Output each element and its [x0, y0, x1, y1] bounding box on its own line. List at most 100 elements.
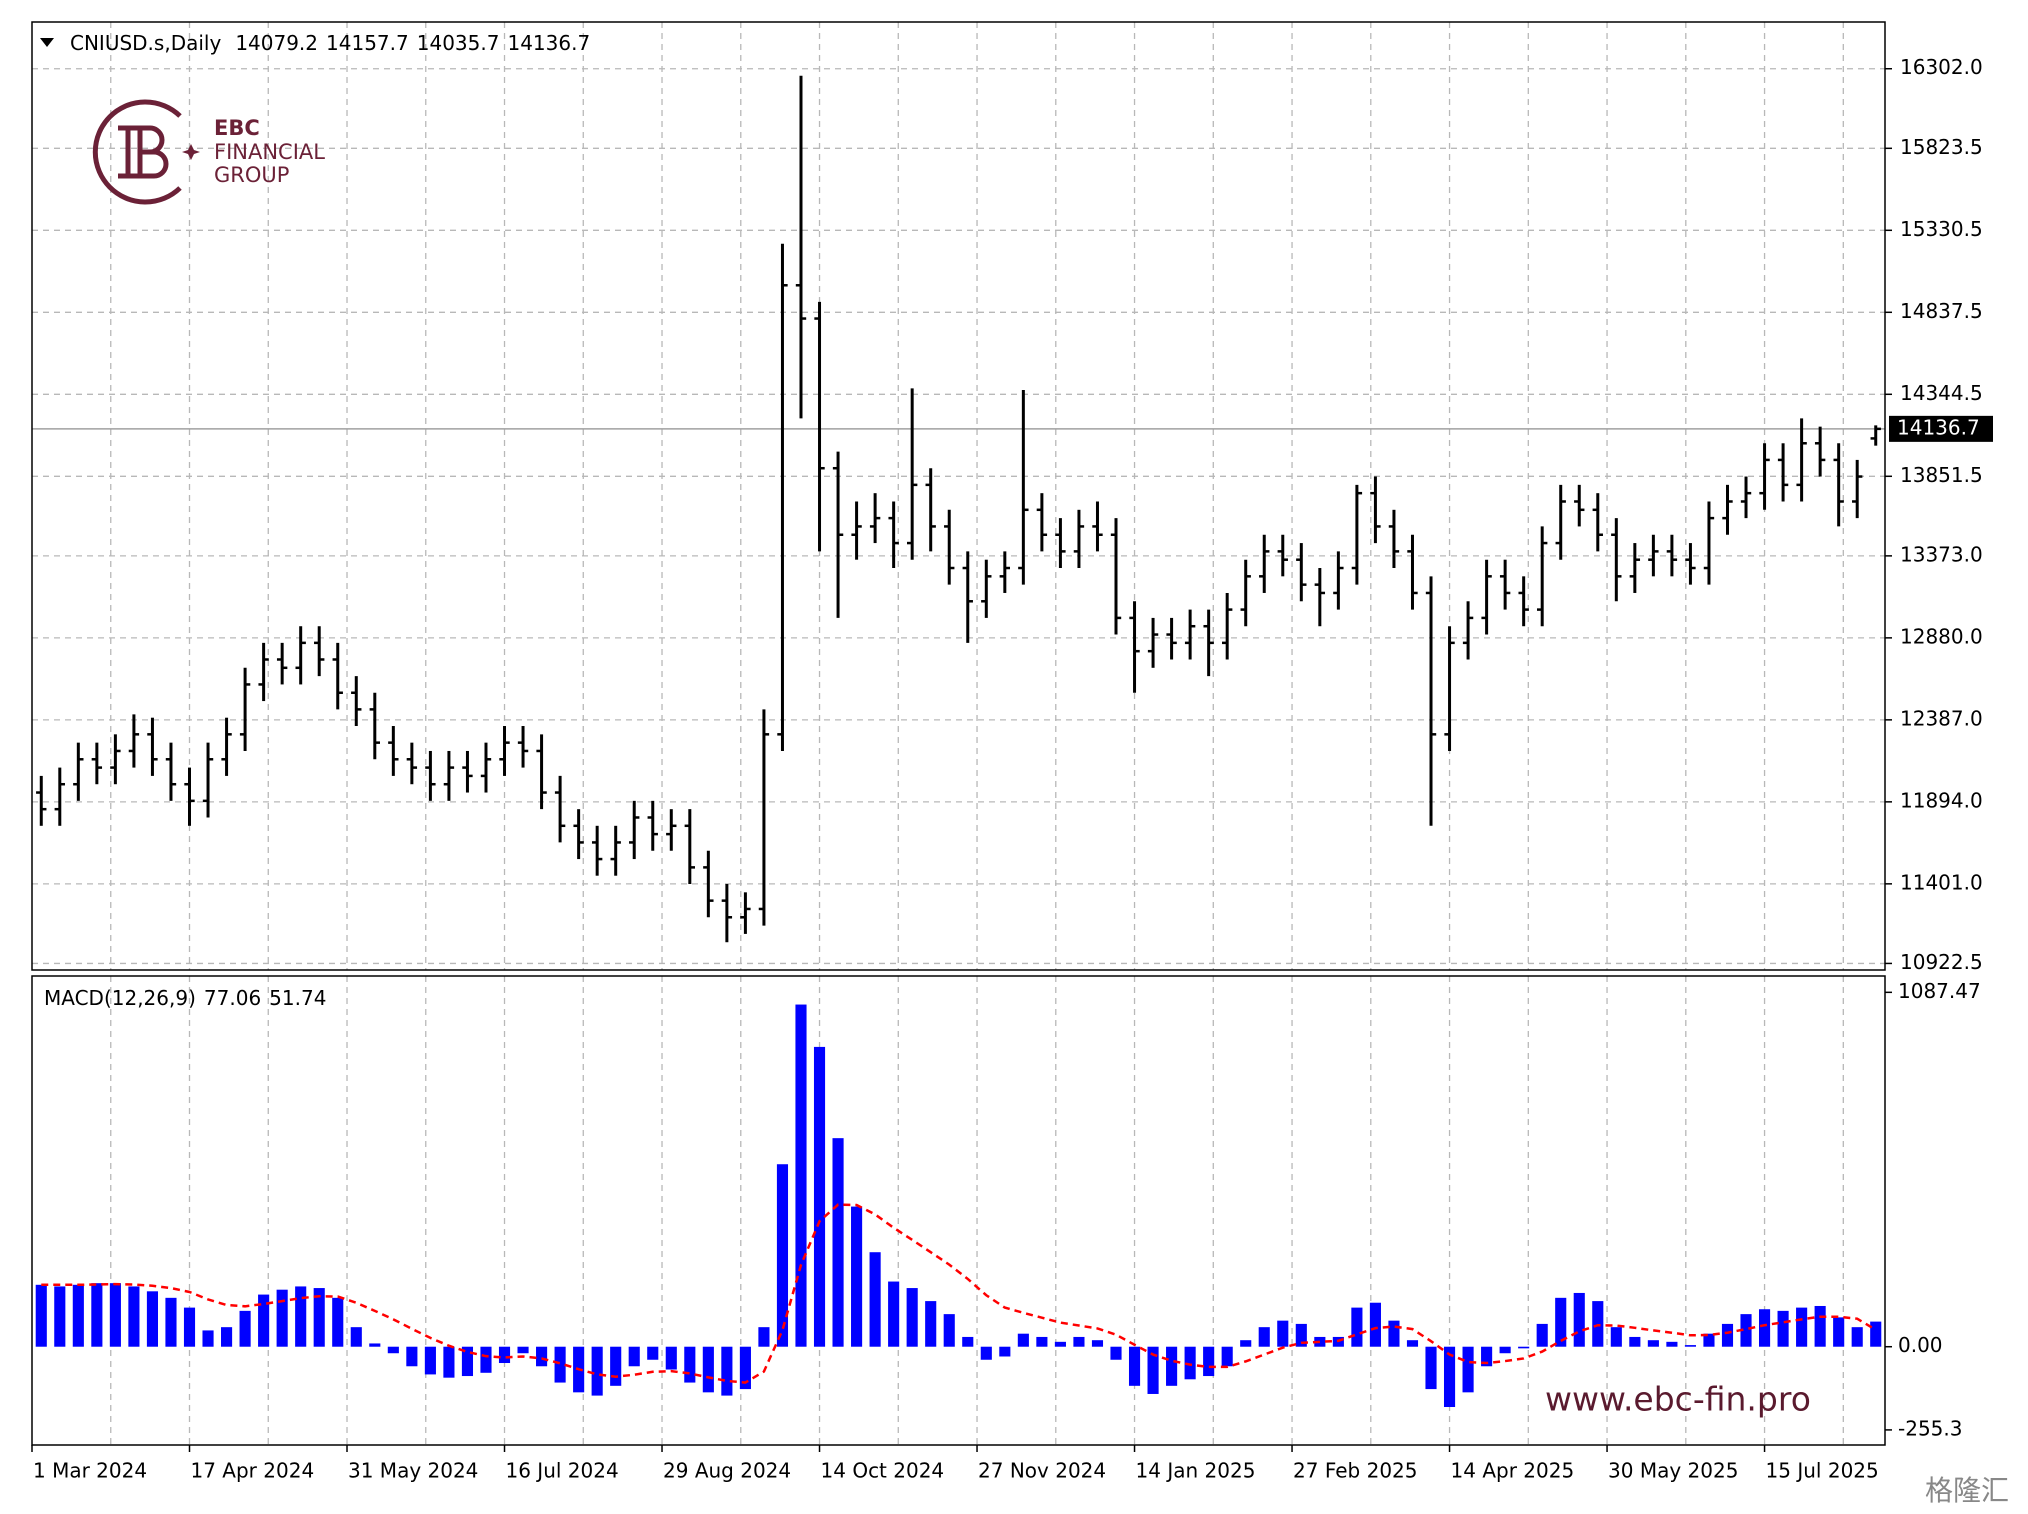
histogram-bar	[554, 1346, 566, 1383]
x-tick-label: 29 Aug 2024	[663, 1459, 791, 1483]
histogram-bar	[221, 1327, 233, 1347]
histogram-bar	[146, 1291, 159, 1347]
price-pane	[31, 21, 1886, 971]
histogram-bar	[1203, 1346, 1215, 1377]
y-tick-label: 0.00	[1898, 1333, 1943, 1357]
histogram-bar	[795, 1004, 807, 1347]
histogram-bar	[591, 1346, 603, 1396]
x-tick-label: 30 May 2025	[1608, 1459, 1738, 1483]
logo-text: GROUP	[214, 163, 289, 187]
x-tick-label: 27 Feb 2025	[1293, 1459, 1417, 1483]
histogram-bar	[1814, 1305, 1826, 1347]
histogram-bar	[684, 1346, 696, 1383]
histogram-bar	[1425, 1346, 1437, 1390]
histogram-bar	[1796, 1307, 1808, 1347]
histogram-bar	[1703, 1333, 1715, 1347]
histogram-bar	[387, 1346, 399, 1354]
histogram-bar	[1684, 1345, 1696, 1347]
histogram-bar	[906, 1288, 918, 1347]
histogram-bar	[702, 1346, 714, 1393]
histogram-bar	[1295, 1323, 1307, 1347]
histogram-bar	[1369, 1302, 1381, 1347]
histogram-bar	[54, 1286, 66, 1347]
histogram-bar	[1128, 1346, 1141, 1386]
histogram-bar	[813, 1046, 826, 1347]
histogram-bar	[369, 1343, 381, 1347]
histogram-bar	[35, 1284, 47, 1347]
histogram-bar	[610, 1346, 622, 1386]
histogram-bar	[1147, 1346, 1159, 1394]
histogram-bar	[776, 1164, 789, 1347]
histogram-bar	[888, 1281, 900, 1347]
histogram-bar	[1758, 1309, 1771, 1347]
histogram-bar	[1647, 1340, 1659, 1347]
logo-mark	[118, 125, 169, 179]
histogram-bar	[1036, 1336, 1048, 1347]
histogram-bar	[1592, 1301, 1604, 1347]
histogram-bar	[1166, 1346, 1178, 1386]
histogram-bar	[1573, 1292, 1585, 1347]
histogram-bar	[1833, 1317, 1845, 1347]
histogram-bar	[424, 1346, 436, 1375]
logo-text: EBC	[214, 116, 260, 140]
histogram-bar	[1221, 1346, 1233, 1367]
logo: EBC FINANCIAL GROUP	[92, 99, 325, 205]
x-tick-label: 14 Oct 2024	[821, 1459, 945, 1483]
y-tick-label: 13373.0	[1900, 542, 1983, 566]
histogram-bar	[202, 1330, 214, 1347]
histogram-bar	[1481, 1346, 1493, 1367]
y-tick-label: 15823.5	[1900, 135, 1983, 159]
histogram-bar	[665, 1346, 677, 1370]
x-tick-label: 14 Jan 2025	[1136, 1459, 1256, 1483]
histogram-bar	[406, 1346, 418, 1367]
histogram-bar	[1851, 1327, 1863, 1347]
watermark: www.ebc-fin.pro	[1545, 1380, 1811, 1419]
x-tick-label: 17 Apr 2024	[191, 1459, 315, 1483]
x-tick-label: 15 Jul 2025	[1766, 1459, 1879, 1483]
open-value: 14079.2	[235, 31, 318, 55]
histogram-bar	[443, 1346, 455, 1378]
histogram-bar	[1406, 1340, 1419, 1347]
marks	[35, 75, 1882, 1408]
source-watermark: 格隆汇	[1925, 1474, 2009, 1507]
histogram-bar	[276, 1289, 288, 1347]
histogram-bar	[165, 1297, 177, 1347]
histogram-bar	[109, 1283, 121, 1347]
histogram-bar	[1499, 1346, 1511, 1354]
histogram-bar	[295, 1286, 307, 1347]
histogram-bar	[91, 1283, 103, 1347]
y-tick-label: 1087.47	[1898, 979, 1981, 1003]
chart-header: CNIUSD.s,Daily 14079.2 14157.7 14035.7 14136…	[70, 31, 590, 55]
histogram-bar	[1240, 1340, 1252, 1347]
y-tick-label: 16302.0	[1900, 55, 1983, 79]
macd-name: MACD(12,26,9)	[44, 986, 196, 1010]
logo-star	[182, 144, 200, 160]
histogram-bar	[1054, 1341, 1066, 1347]
histogram-bar	[739, 1346, 751, 1390]
y-tick-label: 14837.5	[1900, 299, 1983, 323]
x-tick-label: 16 Jul 2024	[506, 1459, 619, 1483]
histogram-bar	[1721, 1323, 1734, 1347]
y-tick-label: 15330.5	[1900, 217, 1983, 241]
histogram-bar	[647, 1346, 659, 1360]
histogram-bar	[721, 1346, 733, 1396]
histogram-bar	[1870, 1321, 1882, 1347]
signal-value: 51.74	[269, 986, 326, 1010]
histogram-bar	[1610, 1327, 1622, 1347]
histogram-bar	[350, 1327, 362, 1347]
logo-text: FINANCIAL	[214, 140, 325, 164]
histogram-bar	[183, 1307, 196, 1347]
histogram-bar	[498, 1346, 511, 1364]
high-value: 14157.7	[326, 31, 409, 55]
histogram-bar	[332, 1297, 344, 1347]
histogram-bar	[1351, 1307, 1363, 1347]
histogram-bar	[999, 1346, 1011, 1357]
histogram-bar	[962, 1336, 974, 1347]
macd-header: MACD(12,26,9) 77.06 51.74	[44, 986, 326, 1010]
histogram-bar	[1110, 1346, 1122, 1360]
x-tick-label: 14 Apr 2025	[1451, 1459, 1575, 1483]
signal-line	[41, 1203, 1877, 1384]
histogram-bar	[1518, 1346, 1530, 1349]
